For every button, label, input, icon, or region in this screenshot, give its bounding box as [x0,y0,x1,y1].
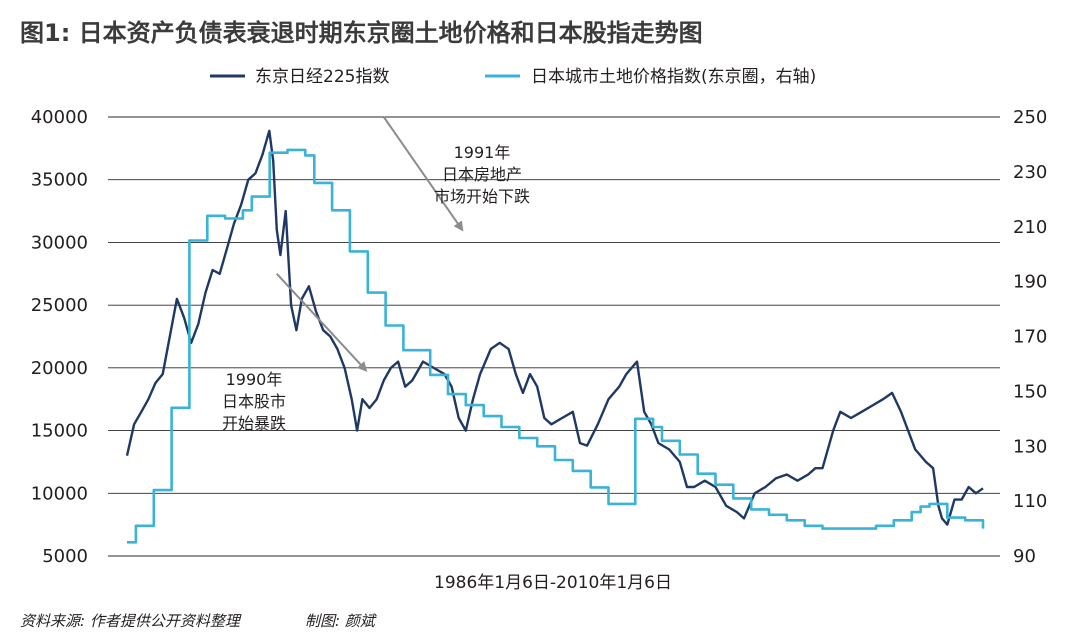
annotation-arrow-1 [382,116,464,232]
chart-title: 图1: 日本资产负债表衰退时期东京圈土地价格和日本股指走势图 [20,19,703,47]
series-layer [125,129,985,544]
left-tick-label: 5000 [42,546,88,567]
annotation-text-1: 市场开始下跌 [434,187,530,206]
right-tick-label: 190 [1013,272,1047,293]
left-tick-label: 20000 [31,358,88,379]
annotation-text-2: 日本股市 [222,392,286,411]
source-note: 资料来源: 作者提供公开资料整理 [20,612,242,630]
right-axis-ticks: 250 230 210 190 170 150 130 110 90 [1013,107,1047,567]
left-tick-label: 35000 [31,170,88,191]
left-tick-label: 15000 [31,421,88,442]
right-tick-label: 230 [1013,162,1047,183]
left-axis-ticks: 40000 35000 30000 25000 20000 15000 10000 5000 [31,107,88,567]
right-tick-label: 250 [1013,107,1047,128]
annotation-text-1: 日本房地产 [442,165,522,184]
right-tick-label: 210 [1013,217,1047,238]
left-tick-label: 10000 [31,483,88,504]
gridlines [108,116,1000,557]
right-tick-label: 170 [1013,327,1047,348]
series-line-2 [127,148,985,544]
author-note: 制图: 颜斌 [305,612,377,630]
right-tick-label: 90 [1013,546,1036,567]
left-tick-label: 30000 [31,232,88,253]
series-line-1 [125,129,984,526]
right-tick-label: 150 [1013,381,1047,402]
legend-label-1: 东京日经225指数 [255,67,389,87]
annotation-text-2: 1990年 [226,370,283,389]
right-tick-label: 110 [1013,491,1047,512]
annotation-arrow-2 [276,273,368,372]
left-tick-label: 40000 [31,107,88,128]
x-axis-label: 1986年1月6日-2010年1月6日 [434,573,672,593]
right-tick-label: 130 [1013,436,1047,457]
left-tick-label: 25000 [31,295,88,316]
legend: 东京日经225指数 日本城市土地价格指数(东京圈，右轴) [210,67,816,87]
annotation-text-1: 1991年 [454,143,511,162]
annotation-text-2: 开始暴跌 [222,414,286,433]
legend-label-2: 日本城市土地价格指数(东京圈，右轴) [531,67,816,87]
